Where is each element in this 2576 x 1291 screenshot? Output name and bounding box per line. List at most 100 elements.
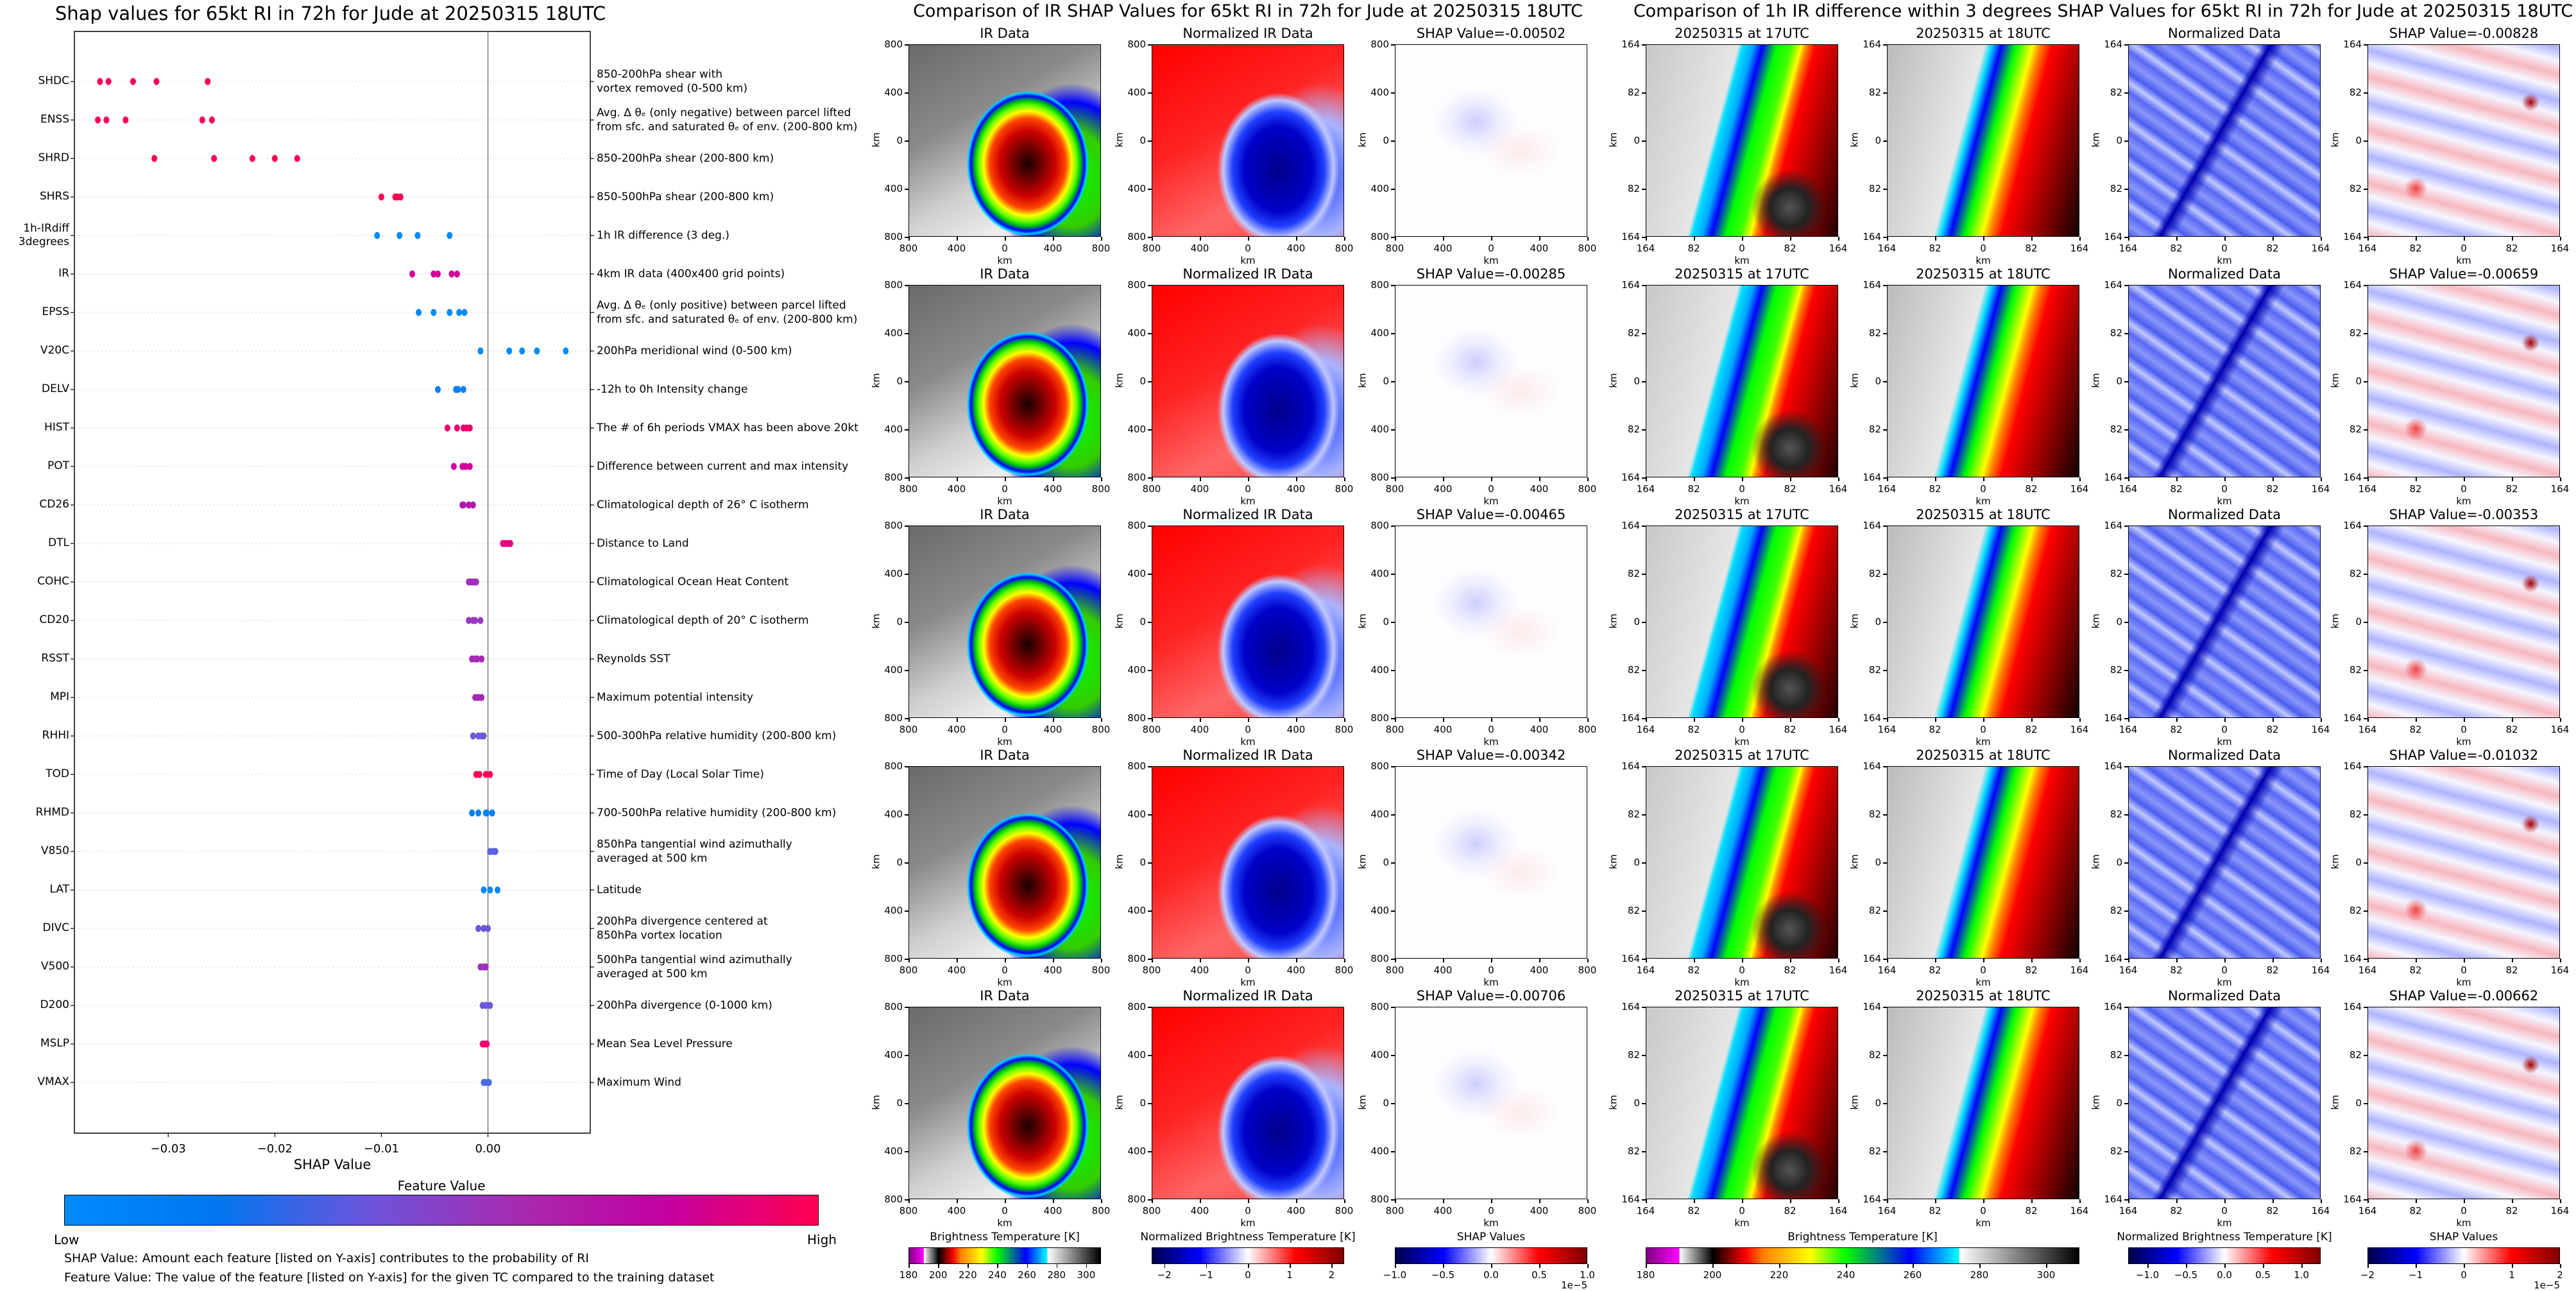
shap-point-cd20 [466, 617, 472, 624]
y-tick [1391, 911, 1395, 912]
y-tick-label: 82 [1627, 183, 1640, 194]
y-tick [1148, 911, 1152, 912]
y-tick-label: 400 [1127, 423, 1146, 435]
y-axis-label: km [2329, 373, 2341, 388]
colorbar-tick [997, 1264, 998, 1268]
x-tick [1053, 237, 1054, 241]
y-tick [1642, 44, 1646, 46]
y-tick [905, 622, 908, 623]
x-tick [1887, 477, 1888, 481]
y-tick-label: 400 [1127, 327, 1146, 339]
x-tick-label: 164 [1636, 964, 1655, 976]
y-tick [1642, 670, 1646, 671]
y-tick-label: 82 [1868, 183, 1881, 194]
y-tick [2364, 285, 2367, 286]
x-tick-label: 82 [2266, 724, 2279, 735]
x-tick-label: 164 [2119, 243, 2138, 254]
x-tick-label: 400 [1043, 964, 1062, 976]
feature-name-label: SHDC [38, 74, 69, 87]
x-tick-label: −0.03 [151, 1142, 186, 1156]
feature-name-label: LAT [49, 883, 69, 896]
x-tick [2128, 718, 2129, 722]
x-axis-label: km [1240, 1217, 1256, 1229]
x-tick-label: 164 [2070, 483, 2089, 495]
x-tick [1005, 477, 1006, 481]
panel-title: IR Data [980, 748, 1030, 763]
y-tick-label: 800 [1370, 231, 1389, 243]
y-tick-label: 164 [1863, 279, 1881, 291]
colorbar-tick-label: 1.0 [1580, 1269, 1595, 1281]
x-tick-label: 164 [2311, 724, 2330, 735]
y-tick [1642, 862, 1646, 864]
panel-title: IR Data [980, 988, 1030, 1004]
x-tick-label: 400 [1530, 243, 1549, 254]
y-tick [1642, 718, 1646, 719]
x-tick [908, 1199, 910, 1203]
x-tick-label: 400 [1190, 724, 1209, 735]
x-axis-label: km [1240, 255, 1256, 266]
x-tick-label: 82 [2025, 483, 2038, 495]
y-tick-label: 400 [884, 905, 903, 916]
x-axis-label: km [1734, 1217, 1750, 1229]
y-tick [2364, 477, 2367, 479]
shap-point-ir [454, 270, 460, 278]
irdiff-comparison-title: Comparison of 1h IR difference within 3 … [1633, 1, 2573, 21]
y-tick-label: 800 [1127, 1193, 1146, 1205]
y-tick-label: 164 [1863, 1193, 1881, 1205]
x-tick-label: 164 [1636, 1205, 1655, 1217]
x-tick [1983, 477, 1984, 481]
y-tick [1883, 670, 1887, 671]
x-tick [1539, 959, 1540, 962]
y-tick-label: 0 [1383, 375, 1389, 387]
ir-18utc-image [1887, 1007, 2079, 1199]
colorbar-label: Brightness Temperature [K] [1787, 1231, 1938, 1244]
y-tick [1642, 333, 1646, 334]
x-tick [1005, 237, 1006, 241]
y-tick [1391, 814, 1395, 816]
colorbar-tick-label: 0.0 [2217, 1269, 2232, 1281]
y-tick [905, 44, 908, 46]
x-tick [2464, 477, 2465, 481]
y-tick [1642, 237, 1646, 238]
x-tick [1491, 1199, 1492, 1203]
x-tick-label: 400 [1433, 724, 1453, 735]
x-tick [1344, 1199, 1345, 1203]
feature-name-label: RHMD [35, 806, 69, 819]
panel-title: Normalized IR Data [1182, 266, 1313, 282]
colorbar-tick-label: 260 [1903, 1269, 1922, 1281]
x-tick [2367, 477, 2369, 481]
y-tick-label: 0 [896, 616, 903, 628]
panel-title: 20250315 at 18UTC [1916, 988, 2051, 1004]
x-tick-label: 0 [1002, 1205, 1008, 1217]
x-tick-label: 82 [2170, 724, 2183, 735]
y-axis-label: km [2329, 1095, 2341, 1110]
panel-title: SHAP Value=-0.00285 [1416, 266, 1566, 282]
x-tick [1887, 237, 1888, 241]
y-tick [2124, 237, 2128, 238]
y-tick [905, 766, 908, 767]
y-tick [2124, 814, 2128, 816]
feature-description-label: 700-500hPa relative humidity (200-800 km… [597, 807, 837, 819]
y-tick [1148, 92, 1152, 94]
x-tick [1838, 1199, 1839, 1203]
ir-18utc-image [1887, 766, 2079, 959]
x-tick-label: 800 [1385, 1205, 1404, 1217]
y-axis-label: km [2329, 132, 2341, 148]
y-tick [2364, 814, 2367, 816]
y-tick-label: 164 [2343, 1001, 2362, 1013]
x-tick [1587, 237, 1589, 241]
y-tick-label: 400 [1370, 327, 1389, 339]
x-axis-label: km [1975, 977, 1991, 988]
panel-title: 20250315 at 18UTC [1916, 266, 2051, 282]
x-tick-label: 800 [1091, 483, 1111, 495]
y-tick [1148, 44, 1152, 46]
y-tick [2364, 429, 2367, 431]
y-tick-label: 82 [1868, 905, 1881, 916]
x-tick [1248, 1199, 1249, 1203]
y-tick [1391, 429, 1395, 431]
shap-point-pot [450, 463, 457, 470]
x-tick-label: 400 [1286, 964, 1306, 976]
x-tick-label: 0 [1002, 483, 1008, 495]
shap-point-shrd [211, 155, 218, 162]
colorbar-tick [1646, 1264, 1647, 1268]
